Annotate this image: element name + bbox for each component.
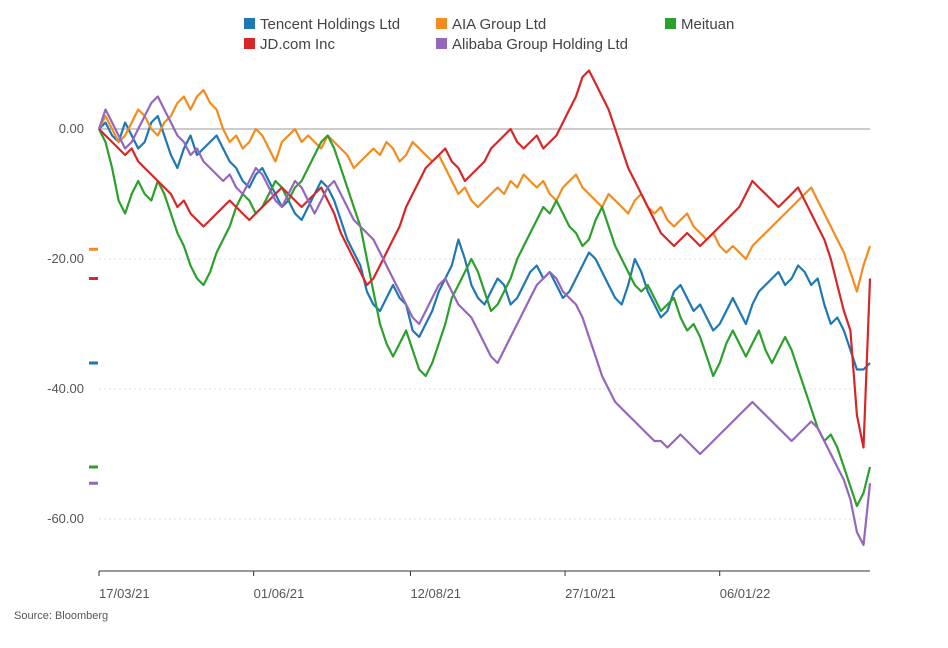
y-axis-ticks: 0.00 -20.00 -40.00 -60.00 [47,121,84,526]
legend-label: Alibaba Group Holding Ltd [452,36,628,53]
legend: Tencent Holdings Ltd AIA Group Ltd Meituan… [244,16,734,53]
legend-label: Tencent Holdings Ltd [260,16,400,33]
series-line [97,95,872,547]
series-lines [97,69,872,547]
x-tick-label: 06/01/22 [720,586,771,601]
series-line [98,88,872,293]
legend-swatch [244,38,255,49]
series-line [98,114,871,371]
legend-label: Meituan [681,16,734,33]
legend-swatch [665,18,676,29]
x-tick-label: 12/08/21 [410,586,461,601]
x-tick-label: 27/10/21 [565,586,616,601]
last-value-markers [89,247,98,485]
legend-label: JD.com Inc [260,36,336,53]
y-tick-label: -40.00 [47,381,84,396]
grid-lines [99,128,870,520]
legend-swatch [436,38,447,49]
x-axis: 17/03/21 01/06/21 12/08/21 27/10/21 06/01/22 [98,570,870,601]
series-line [98,128,872,508]
legend-label: AIA Group Ltd [452,16,546,33]
y-tick-label: -20.00 [47,251,84,266]
legend-swatch [436,18,447,29]
x-tick-label: 17/03/21 [99,586,150,601]
y-tick-label: -60.00 [47,511,84,526]
series-line [98,69,872,449]
y-tick-label: 0.00 [59,121,84,136]
x-tick-label: 01/06/21 [254,586,305,601]
legend-swatch [244,18,255,29]
source-note: Source: Bloomberg [14,610,108,622]
